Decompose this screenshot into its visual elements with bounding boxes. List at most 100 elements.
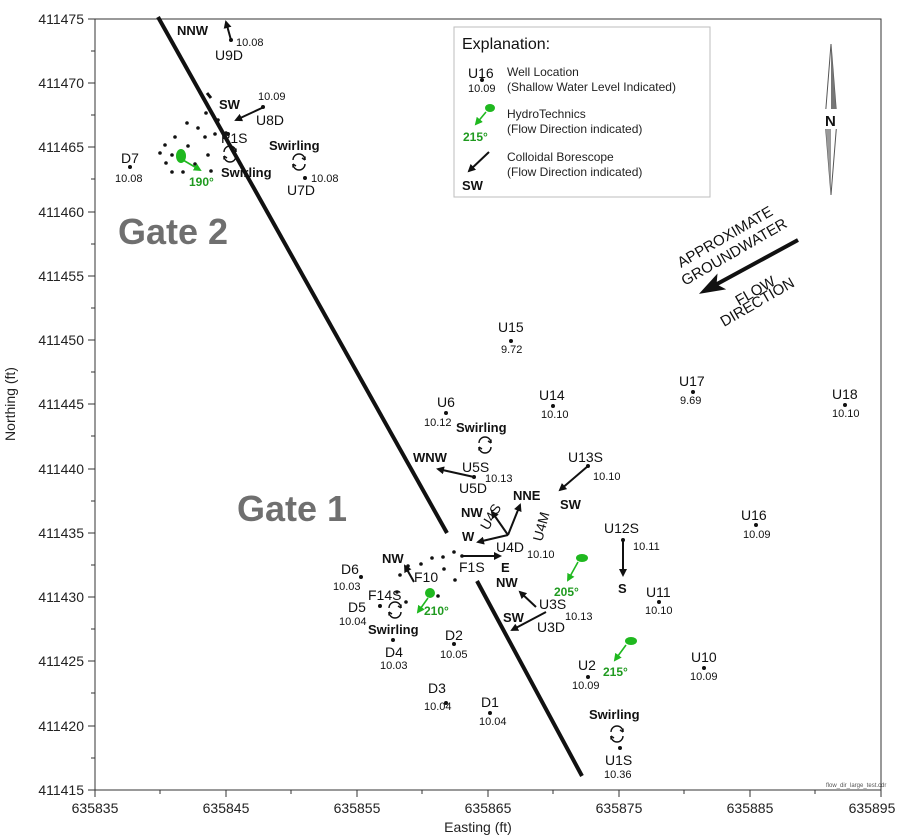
well-name: U9D <box>215 47 243 63</box>
well-name: U5S <box>462 459 489 475</box>
legend-borescope-arrow <box>467 151 490 173</box>
direction-label: Swirling <box>269 138 320 153</box>
well-name: D5 <box>348 599 366 615</box>
legend-text: Well Location <box>507 65 579 79</box>
well-name: D6 <box>341 561 359 577</box>
legend-text: (Shallow Water Level Indicated) <box>507 80 676 94</box>
direction-label: Swirling <box>456 420 507 435</box>
x-tick-label: 635895 <box>849 800 896 816</box>
well-point <box>444 701 448 705</box>
well-level: 10.05 <box>440 649 468 661</box>
gate-2-barrier-line <box>156 16 449 534</box>
well-level: 9.69 <box>680 395 701 407</box>
well-level: 10.03 <box>380 660 408 672</box>
well-point <box>452 642 456 646</box>
gate-2-well-cluster <box>158 111 228 174</box>
swirling-glyphs <box>223 145 624 743</box>
well-point <box>226 132 230 136</box>
well-name: U3S <box>539 596 566 612</box>
well-level: 10.12 <box>424 417 452 429</box>
well-name: U4D <box>496 539 524 555</box>
borescope-arrow <box>436 466 475 478</box>
well-level: 10.04 <box>424 701 452 713</box>
y-tick-label: 411425 <box>38 653 84 669</box>
well-level: 10.10 <box>832 408 860 420</box>
hydrotechnics-angle: 210° <box>424 604 449 618</box>
well-name: D4 <box>385 644 403 660</box>
well-name: D3 <box>428 680 446 696</box>
well-level: 10.10 <box>541 409 569 421</box>
well-name: U10 <box>691 649 717 665</box>
hydrotechnics-angle: 205° <box>554 585 579 599</box>
well-name: U15 <box>498 319 524 335</box>
hydrotechnics-labels: 190° 210° 205° 215° <box>189 175 628 679</box>
well-name: F10 <box>414 569 438 585</box>
well-name: U6 <box>437 394 455 410</box>
well-point <box>843 403 847 407</box>
well-name: U3D <box>537 619 565 635</box>
x-tick-label: 635875 <box>596 800 643 816</box>
borescope-arrow <box>404 564 415 583</box>
hydrotechnics-arrow <box>567 561 579 582</box>
legend-borescope-dir: SW <box>462 178 484 193</box>
well-point <box>657 600 661 604</box>
direction-label: W <box>462 529 475 544</box>
well-level: 10.08 <box>311 173 339 185</box>
groundwater-flow-indicator: APPROXIMATE GROUNDWATER FLOW DIRECTION <box>675 203 799 330</box>
y-tick-label: 411440 <box>38 461 84 477</box>
legend-box <box>453 26 711 198</box>
y-tick-label: 411450 <box>38 332 84 348</box>
swirling-icon <box>478 436 492 454</box>
hydrotechnics-arrow <box>613 644 627 662</box>
y-tick-label: 411435 <box>38 525 84 541</box>
well-name: U14 <box>539 387 565 403</box>
well-name: U11 <box>646 584 671 600</box>
legend-text: Colloidal Borescope <box>507 150 614 164</box>
well-name: U1S <box>605 752 632 768</box>
well-name: U18 <box>832 386 858 402</box>
well-level: 10.10 <box>527 549 555 561</box>
y-tick-label: 411445 <box>38 396 84 412</box>
well-name: D7 <box>121 150 139 166</box>
direction-label: Swirling <box>589 707 640 722</box>
borescope-arrow <box>476 534 509 545</box>
north-label: N <box>825 113 836 130</box>
file-credit: flow_dir_large_test.cdr <box>826 783 886 789</box>
x-tick-labels: 635835 635845 635855 635865 635875 63588… <box>72 800 896 816</box>
direction-label: WNW <box>413 450 448 465</box>
y-tick-labels: 411475 411470 411465 411460 411455 41145… <box>38 11 84 798</box>
swirling-icon <box>223 145 237 163</box>
y-axis-title: Northing (ft) <box>2 367 18 441</box>
well-name: F1S <box>459 559 485 575</box>
well-point <box>378 604 382 608</box>
well-name: U7D <box>287 182 315 198</box>
well-labels: 10.08 U9D 10.09 U8D P1S D7 10.08 10.08 U… <box>115 37 860 781</box>
legend-well-level: 10.09 <box>468 83 496 95</box>
well-point <box>488 711 492 715</box>
x-tick-label: 635885 <box>727 800 774 816</box>
legend: Explanation: U16 10.09 Well Location (Sh… <box>453 26 711 198</box>
well-level: 10.08 <box>236 37 264 49</box>
well-name: U16 <box>741 507 767 523</box>
y-tick-label: 411460 <box>38 204 84 220</box>
legend-text: (Flow Direction indicated) <box>507 165 642 179</box>
borescope-arrows <box>223 20 627 631</box>
direction-label: SW <box>503 610 525 625</box>
legend-well-point <box>480 78 484 82</box>
well-name: U13S <box>568 449 603 465</box>
hydrotechnics-probes <box>176 149 637 662</box>
well-level: 10.09 <box>690 671 718 683</box>
well-point <box>691 390 695 394</box>
x-axis-title: Easting (ft) <box>444 819 512 835</box>
legend-title: Explanation: <box>462 36 550 53</box>
y-tick-label: 411430 <box>38 589 84 605</box>
borescope-arrow <box>518 590 537 608</box>
direction-label: Swirling <box>221 165 272 180</box>
borescope-arrow <box>510 611 547 631</box>
well-level: 10.09 <box>258 91 286 103</box>
well-name: D2 <box>445 627 463 643</box>
well-level: 10.11 <box>633 541 660 553</box>
x-tick-label: 635855 <box>334 800 381 816</box>
hydrotechnics-arrow <box>182 159 202 172</box>
